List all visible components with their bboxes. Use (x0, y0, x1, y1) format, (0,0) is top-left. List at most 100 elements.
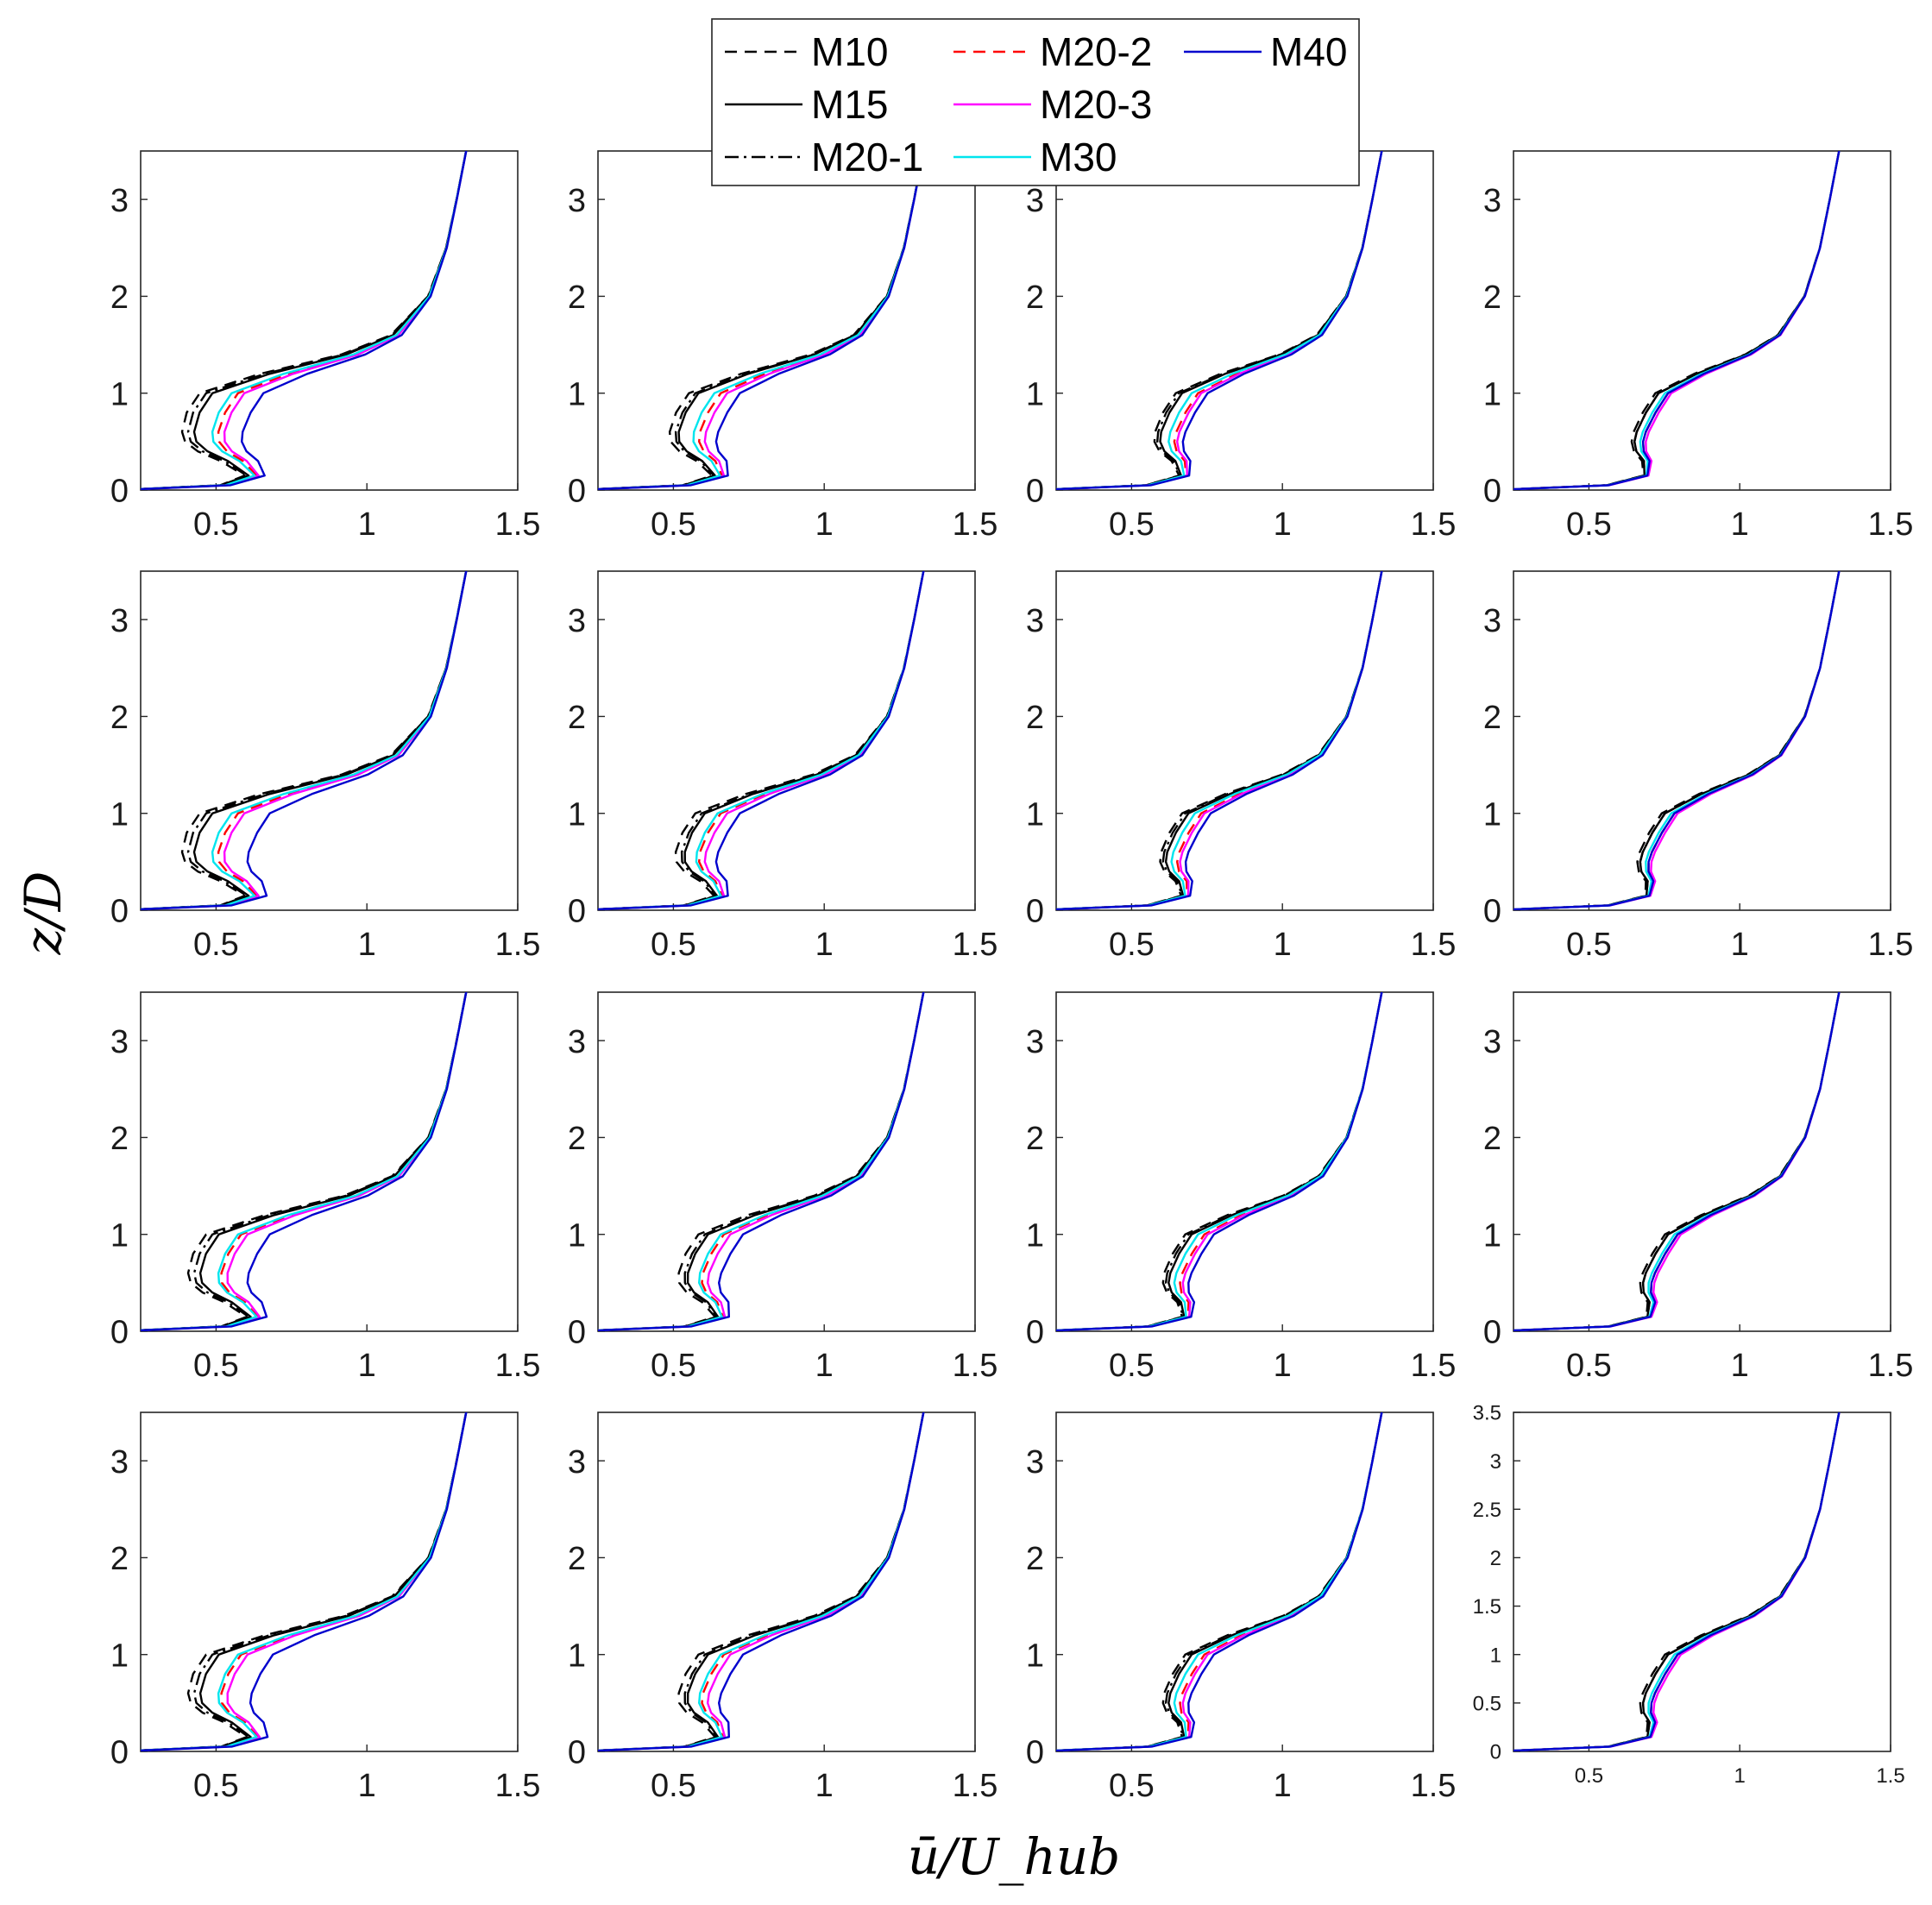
series-line-m20-1 (141, 571, 468, 910)
series-line-m10 (1056, 151, 1383, 490)
series-group (1514, 992, 1841, 1331)
y-tick-label: 0 (1026, 1735, 1044, 1771)
y-tick-label: 0 (110, 894, 129, 930)
y-tick-label: 2 (1483, 700, 1501, 736)
y-tick-label: 3 (1026, 183, 1044, 219)
series-group (598, 151, 925, 490)
y-tick-label: 3 (568, 1024, 586, 1060)
y-tick-label: 0 (1026, 1315, 1044, 1351)
x-tick-label: 1.5 (1411, 1348, 1457, 1384)
y-tick-label: 0 (1483, 894, 1501, 930)
series-group (1056, 992, 1383, 1331)
y-tick-label: 2 (568, 1541, 586, 1577)
y-tick-label: 3 (1483, 603, 1501, 639)
x-tick-label: 1.5 (495, 927, 541, 963)
series-group (141, 151, 468, 490)
x-axis-title: ū/U_hub (908, 1827, 1121, 1886)
y-tick-label: 3 (1483, 183, 1501, 219)
x-tick-label: 1.5 (1876, 1764, 1904, 1788)
series-line-m40 (1056, 571, 1383, 910)
y-tick-label: 1 (568, 1638, 586, 1674)
y-tick-label: 0 (568, 1735, 586, 1771)
x-tick-label: 1 (358, 1768, 376, 1804)
y-tick-label: 3 (1026, 1444, 1044, 1481)
x-tick-label: 0.5 (1109, 506, 1155, 543)
subplot-r2-c2: 0 1 2 3 0.5 1 1.5 (568, 570, 997, 963)
series-group (141, 992, 468, 1331)
series-line-m40 (141, 1412, 468, 1751)
series-group (598, 571, 925, 910)
x-tick-label: 1 (815, 1768, 834, 1804)
series-group (1056, 1412, 1383, 1751)
axes-frame (1055, 991, 1434, 1332)
subplot-r1-c2: 0 1 2 3 0.5 1 1.5 (568, 150, 998, 543)
axes-frame (1513, 1411, 1891, 1752)
series-line-m20-1 (1514, 992, 1841, 1331)
y-tick-label: 0 (568, 894, 586, 930)
y-tick-label: 3 (110, 183, 129, 219)
series-line-m20-2 (1056, 571, 1383, 910)
x-tick-label: 0.5 (1566, 927, 1612, 963)
y-tick-label: 0 (568, 474, 586, 510)
y-tick-label: 1 (1026, 1638, 1044, 1674)
series-group (598, 992, 925, 1331)
x-tick-label: 1.5 (1868, 1348, 1914, 1384)
x-tick-label: 1.5 (495, 1768, 541, 1804)
x-tick-label: 1.5 (953, 506, 998, 543)
x-tick-label: 1.5 (495, 1348, 541, 1384)
x-tick-label: 1.5 (1868, 506, 1914, 543)
series-line-m10 (141, 151, 468, 490)
x-tick-label: 0.5 (651, 1768, 696, 1804)
series-group (1514, 1412, 1841, 1751)
legend-label-m20-3: M20-3 (1040, 82, 1152, 127)
series-line-m40 (1514, 1412, 1841, 1751)
y-tick-label: 0.5 (1473, 1692, 1501, 1715)
y-tick-label: 1 (110, 376, 129, 412)
series-line-m20-1 (141, 151, 468, 490)
legend-label-m10: M10 (811, 29, 888, 74)
subplot-r4-c4: 0 0.5 1 1.5 2 2.5 3 3.5 0.5 1 1.5 (1473, 1402, 1905, 1788)
subplot-r3-c1: 0 1 2 3 0.5 1 1.5 (110, 991, 541, 1384)
subplot-grid: 0 1 2 3 0.5 1 1.5 0 1 2 3 0.5 1 1.5 0 1 2 3 0.5 1 1.5 0 1 2 3 0.5… (110, 150, 1914, 1804)
y-tick-label: 1 (110, 1638, 129, 1674)
y-tick-label: 0 (568, 1315, 586, 1351)
y-tick-label: 3 (568, 1444, 586, 1481)
x-tick-label: 1 (815, 927, 834, 963)
legend-label-m30: M30 (1040, 135, 1117, 179)
x-tick-label: 0.5 (1109, 1348, 1155, 1384)
x-tick-label: 1.5 (1411, 1768, 1457, 1804)
subplot-r3-c4: 0 1 2 3 0.5 1 1.5 (1483, 991, 1914, 1384)
y-tick-label: 0 (110, 1735, 129, 1771)
series-group (598, 1412, 925, 1751)
y-tick-label: 2 (110, 280, 129, 316)
y-tick-label: 3.5 (1473, 1402, 1501, 1425)
y-tick-label: 1 (1483, 376, 1501, 412)
y-tick-label: 2 (568, 280, 586, 316)
x-tick-label: 1.5 (1411, 506, 1457, 543)
series-group (1056, 571, 1383, 910)
x-tick-label: 1 (1731, 927, 1749, 963)
axes-frame (1513, 570, 1891, 911)
series-line-m40 (141, 992, 468, 1331)
y-tick-label: 1 (568, 796, 586, 833)
x-tick-label: 0.5 (193, 927, 239, 963)
series-line-m40 (598, 151, 925, 490)
y-axis-title: z/D (14, 871, 72, 956)
series-line-m40 (1514, 992, 1841, 1331)
series-group (1514, 151, 1841, 490)
y-tick-label: 3 (1026, 603, 1044, 639)
y-tick-label: 1 (110, 1217, 129, 1254)
series-group (141, 1412, 468, 1751)
y-tick-label: 3 (1483, 1024, 1501, 1060)
x-tick-label: 1.5 (953, 1348, 998, 1384)
x-tick-label: 1 (815, 1348, 834, 1384)
y-tick-label: 3 (568, 183, 586, 219)
y-tick-label: 2 (1490, 1547, 1501, 1570)
subplot-r2-c4: 0 1 2 3 0.5 1 1.5 (1483, 570, 1913, 963)
series-line-m10 (598, 571, 925, 910)
axes-frame (140, 570, 519, 911)
y-tick-label: 2 (1026, 1121, 1044, 1157)
y-tick-label: 0 (1026, 894, 1044, 930)
y-tick-label: 2 (1483, 1121, 1501, 1157)
